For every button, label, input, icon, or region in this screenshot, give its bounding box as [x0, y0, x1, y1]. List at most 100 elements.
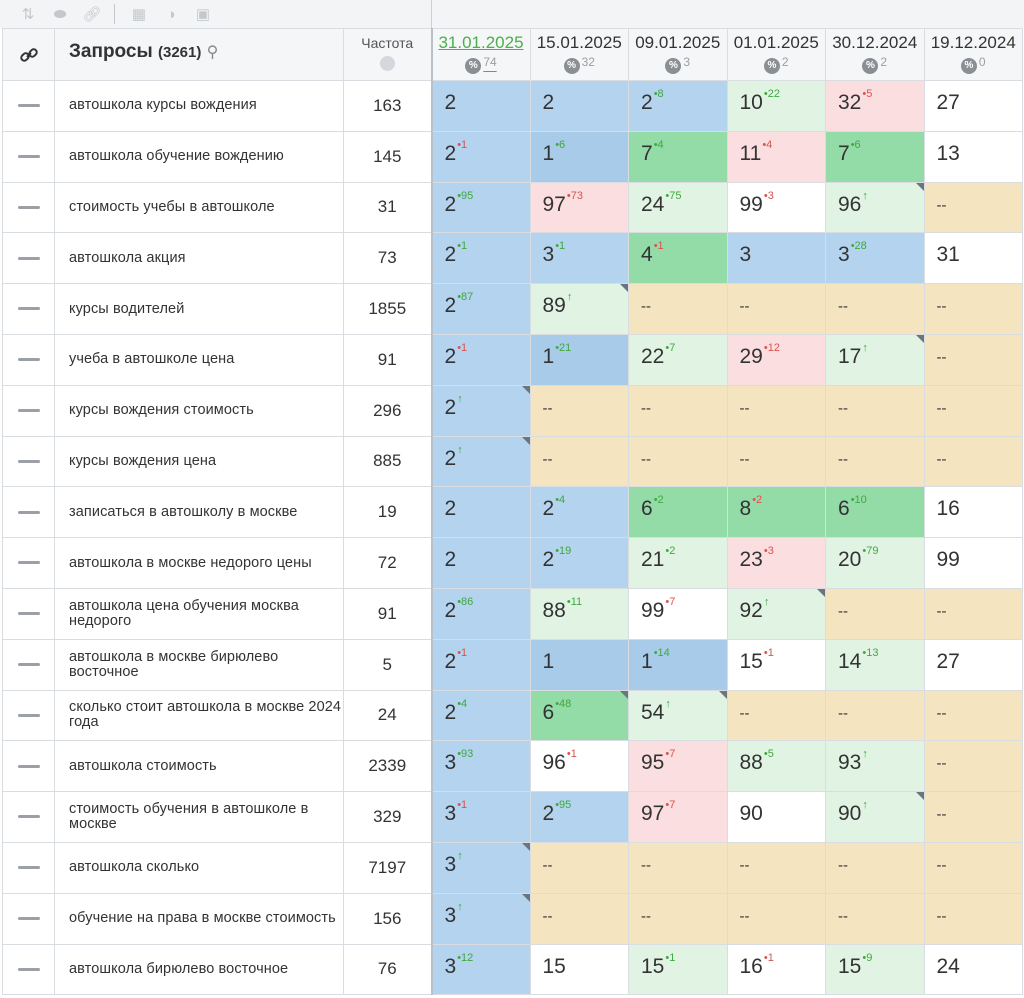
- position-cell[interactable]: 3•1: [431, 791, 531, 843]
- toggle-icon[interactable]: ⬬: [53, 5, 67, 23]
- position-cell[interactable]: 23•3: [726, 537, 826, 589]
- row-link-cell[interactable]: [2, 740, 55, 793]
- position-cell[interactable]: 32•5: [825, 80, 925, 132]
- date-column-header[interactable]: 01.01.2025% 2: [726, 28, 826, 81]
- table-row[interactable]: курсы вождения стоимость 296 2↑ -- -- -- -- --: [2, 384, 1023, 437]
- table-row[interactable]: учеба в автошколе цена 91 2•1 1•21 22•7 29•12…: [2, 333, 1023, 386]
- position-cell[interactable]: 1•14: [628, 638, 728, 691]
- position-cell[interactable]: 2: [431, 537, 531, 589]
- position-cell[interactable]: 3↑: [431, 841, 531, 894]
- position-cell[interactable]: 2•1: [431, 130, 531, 183]
- position-cell[interactable]: --: [923, 333, 1023, 386]
- position-cell[interactable]: 7•6: [825, 130, 925, 183]
- position-cell[interactable]: --: [726, 892, 826, 945]
- row-link-cell[interactable]: [2, 130, 55, 183]
- row-link-cell[interactable]: [2, 537, 55, 589]
- position-cell[interactable]: 14•13: [825, 638, 925, 691]
- table-row[interactable]: автошкола стоимость 2339 3•93 96•1 95•7 88•5 9…: [2, 740, 1023, 793]
- table-row[interactable]: автошкола акция 73 2•1 3•1 4•1 3 3•28 31: [2, 232, 1023, 285]
- position-cell[interactable]: 2•1: [431, 232, 531, 285]
- query-cell[interactable]: автошкола обучение вождению: [54, 130, 344, 183]
- position-cell[interactable]: --: [628, 435, 728, 488]
- query-cell[interactable]: записаться в автошколу в москве: [54, 486, 344, 539]
- link-column-header[interactable]: [2, 28, 55, 81]
- query-cell[interactable]: сколько стоит автошкола в москве 2024 го…: [54, 689, 344, 742]
- position-cell[interactable]: --: [923, 689, 1023, 742]
- table-row[interactable]: автошкола в москве бирюлево восточное 5 2•…: [2, 638, 1023, 691]
- position-cell[interactable]: 27: [923, 638, 1023, 691]
- position-cell[interactable]: --: [923, 435, 1023, 488]
- position-cell[interactable]: 3•12: [431, 943, 531, 996]
- query-cell[interactable]: стоимость учебы в автошколе: [54, 181, 344, 234]
- row-link-cell[interactable]: [2, 80, 55, 132]
- row-link-cell[interactable]: [2, 638, 55, 691]
- position-cell[interactable]: 20•79: [825, 537, 925, 589]
- position-cell[interactable]: 8•2: [726, 486, 826, 539]
- position-cell[interactable]: --: [529, 841, 629, 894]
- position-cell[interactable]: 2•8: [628, 80, 728, 132]
- position-cell[interactable]: 90↑: [825, 791, 925, 843]
- row-link-cell[interactable]: [2, 333, 55, 386]
- position-cell[interactable]: 97•7: [628, 791, 728, 843]
- position-cell[interactable]: 15•9: [825, 943, 925, 996]
- position-cell[interactable]: 95•7: [628, 740, 728, 793]
- position-cell[interactable]: --: [726, 283, 826, 335]
- position-cell[interactable]: 2↑: [431, 435, 531, 488]
- position-cell[interactable]: 54↑: [628, 689, 728, 742]
- position-cell[interactable]: 2•1: [431, 333, 531, 386]
- row-link-cell[interactable]: [2, 689, 55, 742]
- query-cell[interactable]: курсы водителей: [54, 283, 344, 335]
- query-cell[interactable]: автошкола курсы вождения: [54, 80, 344, 132]
- date-column-header[interactable]: 19.12.2024% 0: [923, 28, 1023, 81]
- position-cell[interactable]: 2: [431, 80, 531, 132]
- query-cell[interactable]: автошкола цена обучения москва недорого: [54, 587, 344, 640]
- position-cell[interactable]: 17↑: [825, 333, 925, 386]
- position-cell[interactable]: 16•1: [726, 943, 826, 996]
- date-column-header[interactable]: 09.01.2025% 3: [628, 28, 728, 81]
- position-cell[interactable]: --: [923, 384, 1023, 437]
- position-cell[interactable]: 2•95: [529, 791, 629, 843]
- position-cell[interactable]: 2•87: [431, 283, 531, 335]
- query-cell[interactable]: курсы вождения цена: [54, 435, 344, 488]
- position-cell[interactable]: 15•1: [726, 638, 826, 691]
- position-cell[interactable]: --: [726, 435, 826, 488]
- row-link-cell[interactable]: [2, 892, 55, 945]
- position-cell[interactable]: 6•48: [529, 689, 629, 742]
- date-column-header[interactable]: 31.01.2025% 74: [431, 28, 531, 81]
- position-cell[interactable]: --: [825, 892, 925, 945]
- position-cell[interactable]: 2•4: [529, 486, 629, 539]
- position-cell[interactable]: 24: [923, 943, 1023, 996]
- table-row[interactable]: автошкола сколько 7197 3↑ -- -- -- -- --: [2, 841, 1023, 894]
- date-column-header[interactable]: 30.12.2024% 2: [825, 28, 925, 81]
- position-cell[interactable]: --: [628, 841, 728, 894]
- position-cell[interactable]: --: [726, 689, 826, 742]
- row-link-cell[interactable]: [2, 587, 55, 640]
- position-cell[interactable]: 2: [529, 80, 629, 132]
- position-cell[interactable]: --: [923, 587, 1023, 640]
- position-cell[interactable]: --: [923, 841, 1023, 894]
- table-row[interactable]: автошкола в москве недорого цены 72 2 2•19 2…: [2, 537, 1023, 589]
- link-icon[interactable]: 🔗︎: [82, 6, 102, 23]
- position-cell[interactable]: --: [628, 384, 728, 437]
- position-cell[interactable]: 15•1: [628, 943, 728, 996]
- position-cell[interactable]: --: [825, 587, 925, 640]
- table-row[interactable]: записаться в автошколу в москве 19 2 2•4 6•2…: [2, 486, 1023, 539]
- row-link-cell[interactable]: [2, 232, 55, 285]
- position-cell[interactable]: 2: [431, 486, 531, 539]
- query-cell[interactable]: курсы вождения стоимость: [54, 384, 344, 437]
- table-row[interactable]: обучение на права в москве стоимость 156 3…: [2, 892, 1023, 945]
- position-cell[interactable]: --: [628, 892, 728, 945]
- position-cell[interactable]: 16: [923, 486, 1023, 539]
- position-cell[interactable]: 89↑: [529, 283, 629, 335]
- position-cell[interactable]: 3•28: [825, 232, 925, 285]
- position-cell[interactable]: 6•2: [628, 486, 728, 539]
- contrast-icon[interactable]: ◑: [166, 5, 176, 23]
- position-cell[interactable]: 96↑: [825, 181, 925, 234]
- date-column-header[interactable]: 15.01.2025% 32: [529, 28, 629, 81]
- position-cell[interactable]: 1: [529, 638, 629, 691]
- search-icon[interactable]: ⚲: [206, 44, 219, 61]
- position-cell[interactable]: 13: [923, 130, 1023, 183]
- sort-icon[interactable]: ⇅: [21, 6, 35, 23]
- position-cell[interactable]: 11•4: [726, 130, 826, 183]
- table-row[interactable]: автошкола бирюлево восточное 76 3•12 15 15•1…: [2, 943, 1023, 996]
